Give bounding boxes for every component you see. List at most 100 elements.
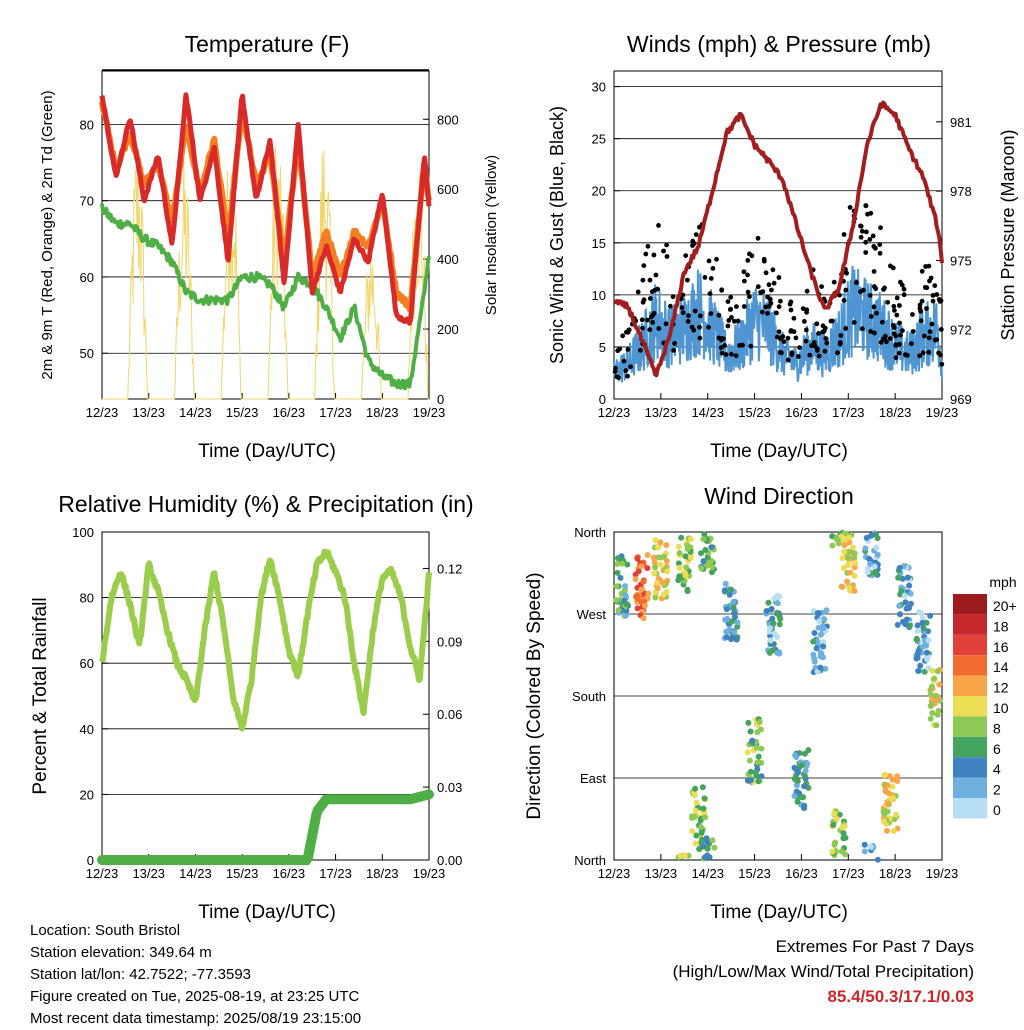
legend-swatch bbox=[953, 675, 987, 696]
winddir-point bbox=[851, 587, 858, 594]
winddir-point bbox=[615, 607, 622, 614]
winddir-point bbox=[705, 559, 712, 566]
gust-point bbox=[892, 308, 897, 313]
gust-point bbox=[770, 267, 776, 273]
legend-swatch bbox=[953, 716, 987, 737]
gust-point bbox=[776, 275, 782, 280]
gust-point bbox=[671, 348, 677, 353]
winddir-point bbox=[711, 844, 718, 851]
gust-point bbox=[679, 305, 685, 311]
gust-point bbox=[620, 333, 626, 339]
winddir-point bbox=[914, 654, 921, 661]
winddir-point bbox=[704, 845, 711, 852]
gust-point bbox=[691, 327, 697, 333]
gust-point bbox=[702, 275, 708, 280]
winddir-point bbox=[904, 604, 911, 611]
winddir-point bbox=[841, 548, 848, 555]
winddir-point bbox=[769, 615, 776, 622]
gust-point bbox=[863, 250, 869, 255]
gust-point bbox=[647, 277, 653, 283]
gust-point bbox=[628, 364, 633, 370]
winddir-point bbox=[697, 824, 704, 831]
gust-point bbox=[663, 321, 669, 327]
gust-point bbox=[870, 233, 876, 239]
winddir-point bbox=[708, 544, 715, 551]
winddir-point bbox=[731, 629, 738, 636]
gust-point bbox=[863, 239, 869, 245]
gust-point bbox=[651, 252, 657, 258]
gust-point bbox=[740, 342, 745, 348]
humidity-xtick-label: 14/23 bbox=[179, 866, 212, 881]
winddir-point bbox=[897, 611, 903, 618]
winddir-point bbox=[749, 737, 756, 744]
winddir-point bbox=[816, 618, 823, 625]
gust-point bbox=[891, 325, 897, 330]
winddir-point bbox=[913, 636, 920, 643]
gust-point bbox=[816, 353, 822, 359]
gust-point bbox=[759, 309, 765, 315]
winds-xtick-label: 16/23 bbox=[785, 405, 818, 420]
solar-ylabel: Solar Insolation (Yellow) bbox=[483, 155, 500, 315]
gust-point bbox=[734, 304, 739, 309]
winddir-point bbox=[927, 703, 934, 709]
gust-point bbox=[800, 306, 806, 311]
humidity-ytick-label: 60 bbox=[80, 656, 94, 671]
temperature-xtick-label: 13/23 bbox=[132, 405, 165, 420]
winddir-point bbox=[753, 744, 760, 751]
winddir-point bbox=[734, 619, 741, 626]
precip-line bbox=[97, 789, 434, 865]
gust-point bbox=[755, 235, 761, 241]
gust-point bbox=[819, 284, 824, 289]
legend-label: 18 bbox=[993, 618, 1009, 634]
gust-point bbox=[884, 339, 889, 345]
temp-2m-line bbox=[99, 92, 432, 326]
winddir-point bbox=[683, 564, 690, 571]
gust-point bbox=[878, 339, 884, 345]
winddir-point bbox=[661, 553, 667, 560]
gust-point bbox=[761, 258, 767, 264]
gust-point bbox=[725, 323, 731, 329]
winddir-point bbox=[841, 542, 848, 549]
winddir-point bbox=[791, 764, 798, 771]
gust-point bbox=[639, 317, 645, 323]
gust-point bbox=[821, 328, 827, 334]
winddir-point bbox=[867, 843, 874, 850]
dewpoint-line bbox=[100, 203, 431, 391]
winddir-point bbox=[896, 602, 903, 609]
winddir-point bbox=[918, 610, 925, 617]
gust-point bbox=[769, 287, 774, 293]
winddir-point bbox=[660, 580, 667, 586]
gust-point bbox=[745, 289, 751, 295]
winddir-ytick-label: North bbox=[574, 853, 606, 868]
winddir-point bbox=[613, 583, 620, 590]
winddir-point bbox=[766, 649, 773, 656]
gust-point bbox=[710, 266, 716, 271]
gust-point bbox=[867, 237, 873, 242]
gust-point bbox=[648, 296, 653, 301]
winddir-point bbox=[615, 555, 621, 562]
solar-ytick-label: 0 bbox=[437, 392, 444, 407]
gust-point bbox=[763, 304, 769, 310]
gust-point bbox=[898, 332, 903, 338]
winddir-point bbox=[898, 587, 905, 594]
gust-point bbox=[725, 299, 731, 304]
winddir-point bbox=[766, 625, 773, 632]
gust-point bbox=[697, 313, 703, 319]
gust-point bbox=[809, 343, 814, 349]
winddir-point bbox=[792, 752, 799, 759]
winddir-point bbox=[838, 533, 845, 540]
winddir-point bbox=[693, 832, 700, 839]
winddir-point bbox=[871, 563, 878, 570]
gust-point bbox=[938, 352, 943, 358]
gust-point bbox=[625, 347, 631, 352]
gust-point bbox=[930, 298, 936, 304]
winddir-point bbox=[653, 579, 660, 586]
winddir-point bbox=[692, 840, 699, 847]
gust-point bbox=[776, 304, 782, 310]
winddir-point bbox=[638, 563, 644, 570]
winddir-point bbox=[874, 535, 881, 542]
winddir-point bbox=[650, 554, 657, 561]
gust-point bbox=[837, 340, 843, 345]
winddir-point bbox=[810, 651, 817, 658]
